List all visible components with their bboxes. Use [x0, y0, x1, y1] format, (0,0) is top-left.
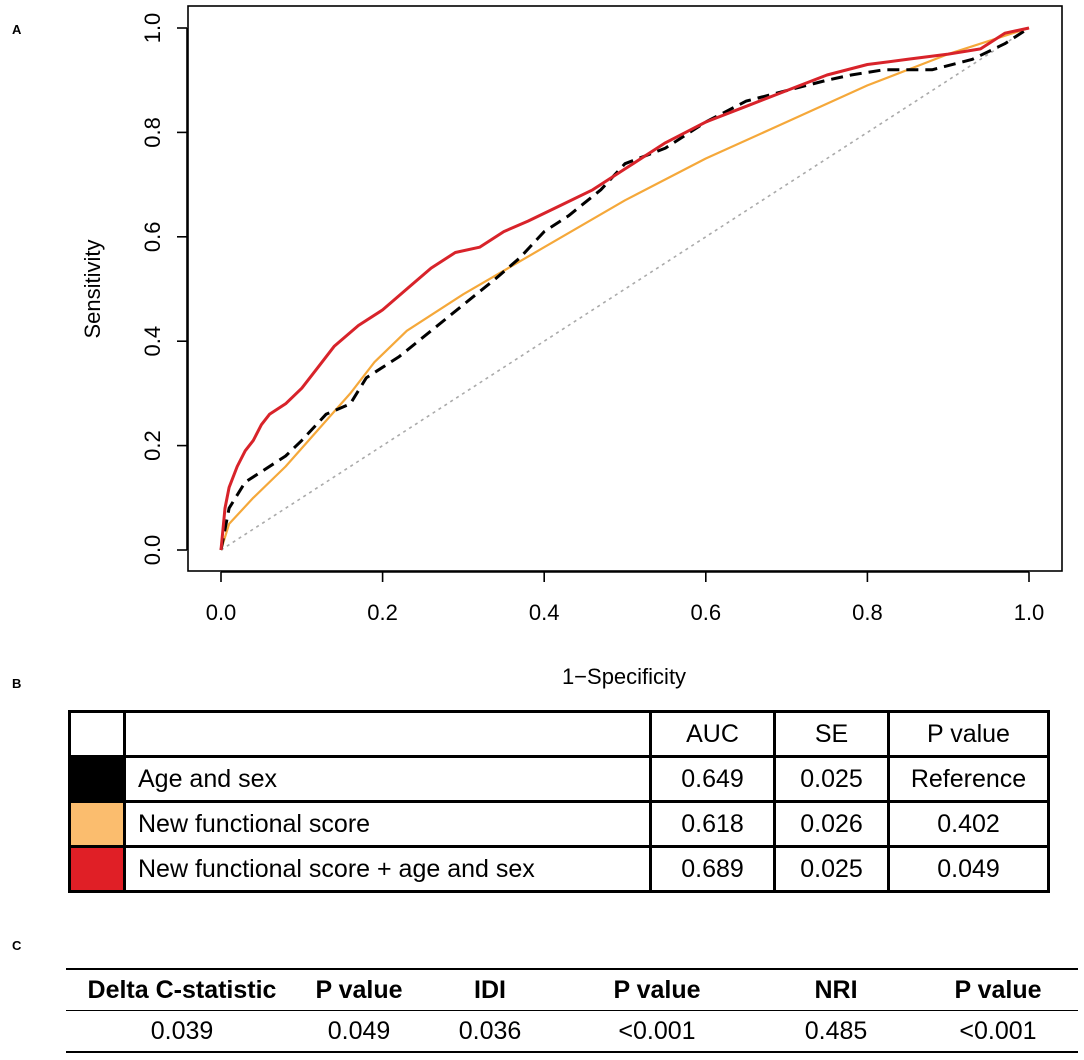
auc-value: 0.649 — [649, 755, 776, 803]
model-label: New functional score — [123, 800, 652, 848]
se-value: 0.025 — [773, 755, 890, 803]
y-tick-label: 0.4 — [140, 326, 165, 357]
x-axis-label: 1−Specificity — [562, 664, 686, 689]
y-axis: 0.0 0.2 0.4 0.6 0.8 1.0 — [140, 13, 188, 566]
panel-label-b: B — [12, 676, 22, 691]
x-axis: 0.0 0.2 0.4 0.6 0.8 1.0 — [206, 571, 1045, 625]
roc-chart: 0.0 0.2 0.4 0.6 0.8 1.0 0.0 0.2 0.4 0.6 0.8 1.0 1−… — [80, 5, 1063, 689]
stats-header-row: Delta C-statistic P value IDI P value NR… — [66, 970, 1078, 1010]
stats-value-row: 0.039 0.049 0.036 <0.001 0.485 <0.001 — [66, 1011, 1078, 1051]
reference-diagonal — [220, 27, 1030, 551]
p-value: 0.402 — [887, 800, 1050, 848]
model-label: Age and sex — [123, 755, 652, 803]
y-axis-label: Sensitivity — [80, 239, 105, 338]
x-tick-label: 0.2 — [367, 600, 398, 625]
x-tick-label: 0.4 — [529, 600, 560, 625]
p-value: 0.049 — [887, 845, 1050, 893]
se-value: 0.026 — [773, 800, 890, 848]
stats-table: Delta C-statistic P value IDI P value NR… — [66, 968, 1078, 1053]
se-value: 0.025 — [773, 845, 890, 893]
legend-swatch-age-sex — [68, 755, 126, 803]
auc-table-row: Age and sex 0.649 0.025 Reference — [68, 755, 1050, 803]
y-tick-label: 0.6 — [140, 222, 165, 253]
x-tick-label: 1.0 — [1014, 600, 1045, 625]
top-rule — [66, 968, 1078, 970]
legend-swatch-combined — [68, 845, 126, 893]
auc-header-swatch-cell — [68, 710, 126, 758]
series-layer — [219, 26, 1030, 551]
auc-header-p: P value — [887, 710, 1050, 758]
value-delta-c-statistic: 0.039 — [150, 1016, 214, 1045]
plot-frame — [187, 5, 1063, 572]
value-nri: 0.485 — [804, 1016, 868, 1045]
auc-header-se: SE — [773, 710, 890, 758]
roc-curve-age-and-sex — [219, 26, 1030, 551]
x-tick-label: 0.6 — [691, 600, 722, 625]
mid-rule — [66, 1010, 1078, 1011]
roc-curve-new-functional-score — [219, 26, 1030, 551]
y-tick-label: 0.0 — [140, 535, 165, 566]
header-idi: IDI — [474, 975, 506, 1004]
legend-swatch-functional-score — [68, 800, 126, 848]
auc-value: 0.618 — [649, 800, 776, 848]
value-p-value: <0.001 — [618, 1016, 696, 1045]
header-p-value: P value — [954, 975, 1042, 1004]
value-p-value: <0.001 — [959, 1016, 1037, 1045]
y-tick-label: 1.0 — [140, 13, 165, 44]
y-tick-label: 0.2 — [140, 430, 165, 461]
header-p-value: P value — [315, 975, 403, 1004]
bottom-rule — [66, 1051, 1078, 1053]
header-delta-c-statistic: Delta C-statistic — [87, 975, 277, 1004]
roc-curve-new-functional-score-age-and-sex — [219, 26, 1030, 551]
auc-header-model-cell — [123, 710, 652, 758]
value-p-value: 0.049 — [327, 1016, 391, 1045]
p-value: Reference — [887, 755, 1050, 803]
auc-table: AUC SE P value Age and sex 0.649 0.025 R… — [68, 710, 1050, 893]
value-idi: 0.036 — [458, 1016, 522, 1045]
x-tick-label: 0.8 — [852, 600, 883, 625]
panel-label-c: C — [12, 938, 22, 953]
auc-table-header-row: AUC SE P value — [68, 710, 1050, 758]
auc-value: 0.689 — [649, 845, 776, 893]
x-tick-label: 0.0 — [206, 600, 237, 625]
y-tick-label: 0.8 — [140, 117, 165, 148]
auc-header-auc: AUC — [649, 710, 776, 758]
header-p-value: P value — [613, 975, 701, 1004]
header-nri: NRI — [814, 975, 858, 1004]
auc-table-row: New functional score 0.618 0.026 0.402 — [68, 800, 1050, 848]
model-label: New functional score + age and sex — [123, 845, 652, 893]
auc-table-row: New functional score + age and sex 0.689… — [68, 845, 1050, 893]
panel-label-a: A — [12, 22, 22, 37]
